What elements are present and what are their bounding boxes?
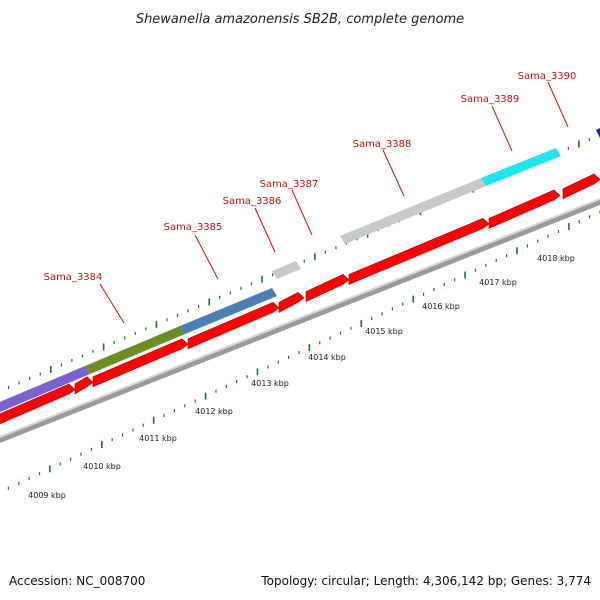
cds-arrow [348, 218, 490, 285]
kbp-label-4009: 4009 kbp [28, 491, 66, 500]
cds-arrow [305, 274, 350, 303]
leader-sama-3388 [382, 149, 405, 197]
gene-bar-purple [0, 366, 90, 412]
leader-sama-3386 [254, 207, 276, 253]
leader-sama-3385 [194, 234, 219, 280]
upper-tick-row [7, 133, 600, 389]
leader-sama-3390 [547, 81, 569, 128]
cds-arrow [92, 338, 189, 388]
kbp-label-4015: 4015 kbp [365, 327, 403, 336]
gene-bar-olive [85, 326, 185, 374]
gene-label-sama-3386[interactable]: Sama_3386 [223, 196, 282, 207]
cds-arrow [562, 173, 600, 200]
kbp-label-4012: 4012 kbp [195, 407, 233, 416]
kbp-label-4011: 4011 kbp [139, 434, 177, 443]
gene-bar-sama-3385 [180, 288, 277, 334]
gene-bar-sama-3389 [481, 148, 561, 186]
gene-label-sama-3390[interactable]: Sama_3390 [518, 71, 577, 82]
cds-row [0, 173, 600, 425]
cds-arrow [488, 189, 561, 229]
gene-label-sama-3385[interactable]: Sama_3385 [164, 222, 223, 233]
gene-bar-sama-3388 [340, 178, 486, 244]
cds-arrow [0, 383, 76, 425]
gene-label-sama-3389[interactable]: Sama_3389 [461, 94, 520, 105]
kbp-label-4016: 4016 kbp [422, 302, 460, 311]
gene-label-sama-3387[interactable]: Sama_3387 [260, 179, 319, 190]
gene-label-sama-3388[interactable]: Sama_3388 [353, 139, 412, 150]
cds-arrow [278, 292, 305, 313]
kbp-label-4018: 4018 kbp [537, 254, 575, 263]
genome-summary-text: Topology: circular; Length: 4,306,142 bp… [261, 574, 591, 588]
kbp-label-4013: 4013 kbp [251, 379, 289, 388]
leader-sama-3387 [291, 189, 313, 236]
gene-label-sama-3384[interactable]: Sama_3384 [44, 272, 103, 283]
cds-arrow [74, 376, 94, 395]
gene-bar-sama-3386 [272, 261, 301, 279]
kbp-label-4014: 4014 kbp [308, 353, 346, 362]
genome-backbone-highlight [0, 198, 600, 439]
leader-sama-3389 [491, 105, 513, 152]
gene-bar-sama-3390 [596, 128, 600, 138]
kbp-label-4017: 4017 kbp [479, 278, 517, 287]
lower-tick-row [7, 210, 600, 490]
leader-sama-3384 [99, 283, 125, 324]
accession-text: Accession: NC_008700 [9, 574, 146, 588]
kbp-label-4010: 4010 kbp [83, 462, 121, 471]
cds-arrow [187, 302, 280, 350]
map-title: Shewanella amazonensis SB2B, complete ge… [136, 12, 464, 27]
